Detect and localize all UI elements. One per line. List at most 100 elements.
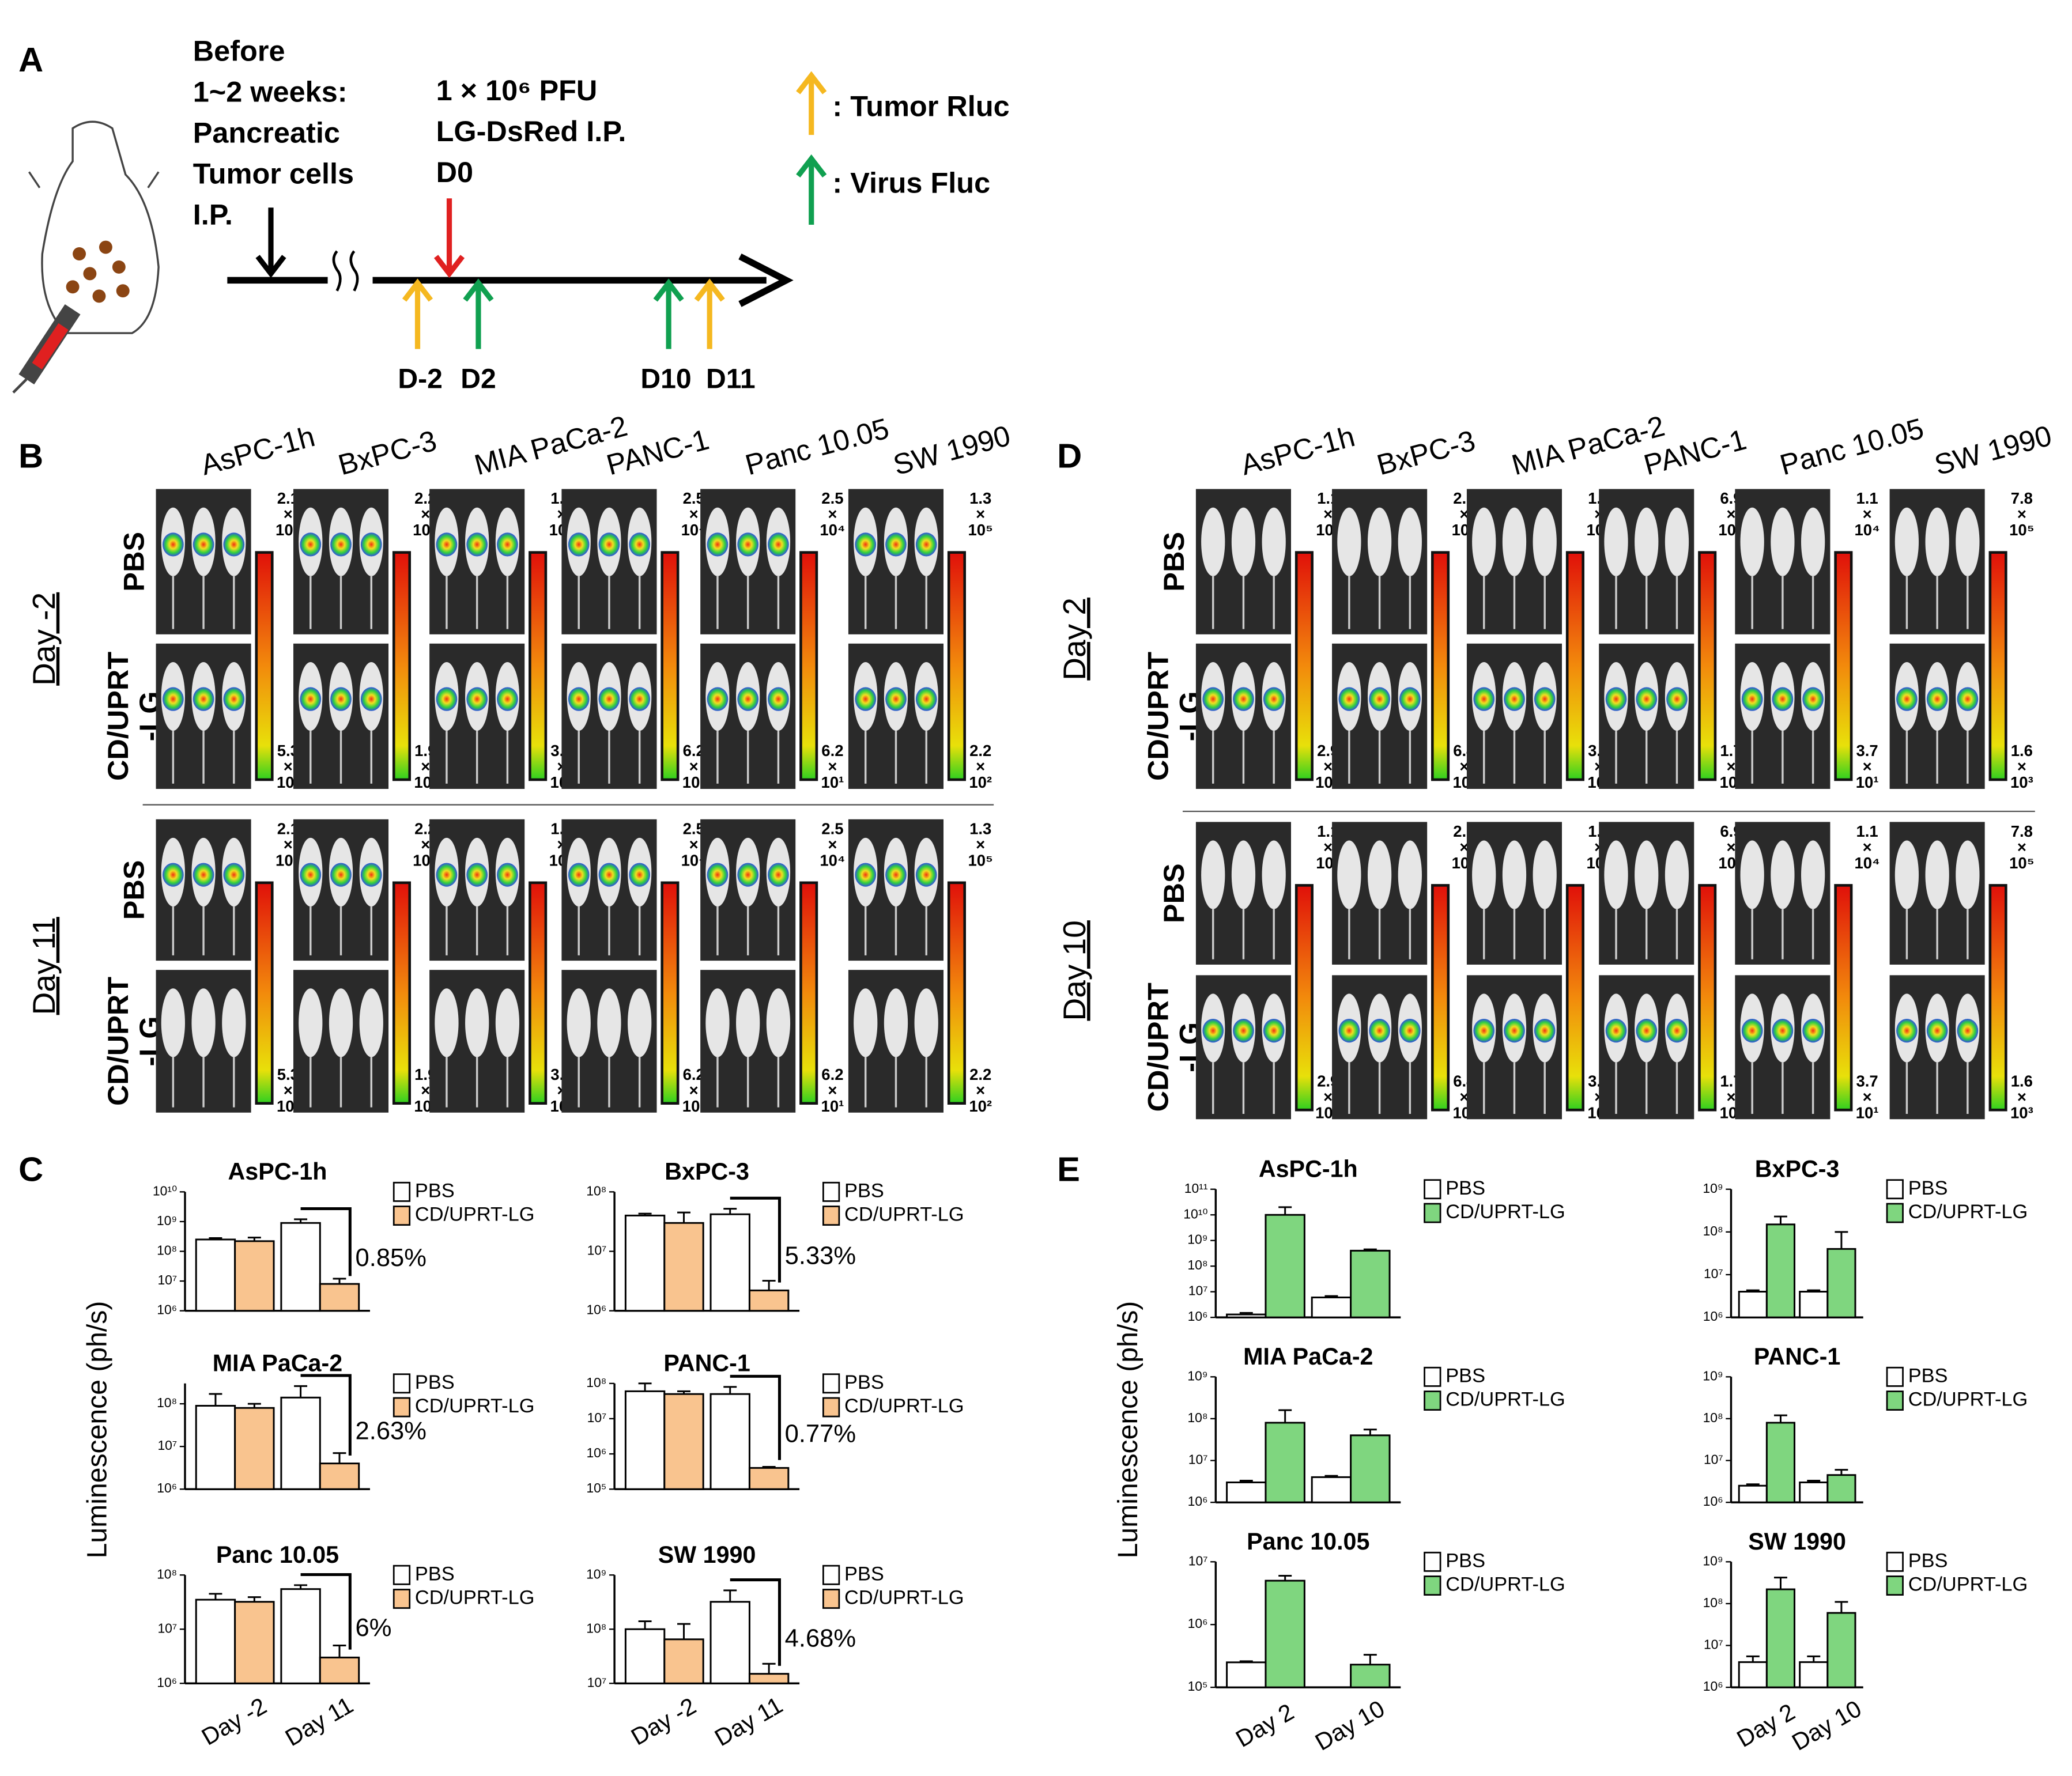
bar [280, 1396, 321, 1490]
legend-swatch [1886, 1203, 1904, 1223]
mouse [1262, 507, 1286, 576]
signal [768, 687, 789, 711]
color-scale [1698, 884, 1717, 1112]
diagram-text: I.P. [193, 198, 233, 231]
y-tick-label: 10⁸ [586, 1620, 606, 1635]
signal [915, 863, 937, 887]
legend-label: PBS [1908, 1365, 1948, 1386]
scale-label: × [1726, 758, 1735, 776]
error-bar [1835, 1231, 1848, 1249]
scale-label: 1.3 [969, 819, 991, 837]
chart-title: PANC-1 [663, 1350, 750, 1377]
y-tick-label: 10⁵ [586, 1480, 606, 1495]
y-tick-label: 10⁸ [157, 1395, 177, 1410]
signal [1233, 687, 1254, 711]
bar [663, 1393, 704, 1490]
bar [709, 1213, 750, 1312]
mouse [1533, 840, 1557, 909]
bar [1826, 1612, 1856, 1688]
scale-label: × [284, 505, 293, 523]
error-bar [762, 1662, 776, 1674]
legend-text: : Tumor Rluc [832, 90, 1009, 123]
signal [163, 687, 184, 711]
scale-label: × [828, 836, 837, 853]
cell-line-label: MIA PaCa-2 [471, 409, 631, 481]
signal [466, 863, 488, 887]
scale-label: 10² [969, 773, 992, 791]
legend-swatch [392, 1565, 411, 1585]
bracket [300, 1207, 352, 1276]
signal [855, 532, 877, 557]
mouse [222, 988, 246, 1057]
scale-label: 10⁵ [968, 521, 993, 539]
mouse [1231, 840, 1256, 909]
signal [1957, 687, 1979, 711]
signal [915, 532, 937, 557]
signal [855, 687, 877, 711]
mouse [854, 988, 878, 1057]
scale-label: 1.6 [2011, 742, 2033, 759]
error-bar [1773, 1215, 1787, 1225]
color-scale [529, 881, 548, 1105]
signal [598, 532, 620, 557]
error-bar [677, 1211, 690, 1223]
x-tick-label: Day 11 [710, 1691, 787, 1751]
signal [193, 863, 214, 887]
chart-title: Panc 10.05 [1247, 1528, 1369, 1555]
legend-swatch [1886, 1575, 1904, 1596]
signal [568, 532, 590, 557]
x-tick-label: Day 11 [281, 1691, 358, 1751]
panel-label: A [18, 40, 43, 79]
legend-label: PBS [844, 1371, 884, 1393]
scale-label: × [689, 836, 699, 853]
legend-swatch [392, 1181, 411, 1202]
mouse [1262, 840, 1286, 909]
y-tick-label: 10⁷ [1188, 1553, 1208, 1568]
bar [1265, 1422, 1305, 1503]
scale-label: 7.8 [2011, 822, 2033, 840]
signal [300, 863, 322, 887]
signal [737, 532, 759, 557]
signal [568, 687, 590, 711]
y-tick-label: 10⁹ [1703, 1368, 1723, 1383]
signal [330, 687, 352, 711]
scale-label: 10⁴ [1855, 521, 1880, 539]
panel-label: B [18, 437, 43, 475]
bar [748, 1467, 790, 1490]
signal [737, 687, 759, 711]
scale-label: 10⁵ [2009, 854, 2035, 872]
y-tick-label: 10⁷ [1704, 1452, 1723, 1467]
y-tick-label: 10⁶ [1703, 1309, 1723, 1324]
error-bar [1363, 1654, 1377, 1665]
mouse [1231, 507, 1256, 576]
signal [1666, 687, 1688, 711]
scale-label: × [1323, 1088, 1333, 1106]
group-label: CD/UPRT [1141, 983, 1174, 1112]
legend-swatch [1424, 1179, 1441, 1200]
signal [330, 863, 352, 887]
bar [319, 1283, 360, 1312]
signal [1504, 1018, 1525, 1043]
signal [436, 687, 458, 711]
chart-title: AsPC-1h [228, 1158, 327, 1185]
error-bar [247, 1403, 261, 1408]
bar [624, 1214, 666, 1312]
chart-title: BxPC-3 [665, 1158, 749, 1185]
color-scale [947, 551, 966, 781]
scale-label: 10⁴ [820, 521, 845, 539]
mouse [736, 988, 760, 1057]
color-scale [1294, 884, 1314, 1112]
error-bar [1278, 1574, 1292, 1581]
chart-title: Panc 10.05 [216, 1541, 339, 1568]
signal [223, 687, 245, 711]
legend-label: PBS [415, 1563, 455, 1585]
error-bar [1746, 1289, 1760, 1292]
signal [629, 863, 651, 887]
y-axis-label: Luminescence (ph/s) [1112, 1301, 1143, 1559]
signal [768, 863, 789, 887]
bar [1350, 1434, 1391, 1503]
bar [1265, 1214, 1305, 1318]
y-tick-label: 10⁶ [1703, 1494, 1723, 1509]
signal [1399, 1018, 1421, 1043]
y-tick-label: 10⁷ [1188, 1283, 1208, 1298]
